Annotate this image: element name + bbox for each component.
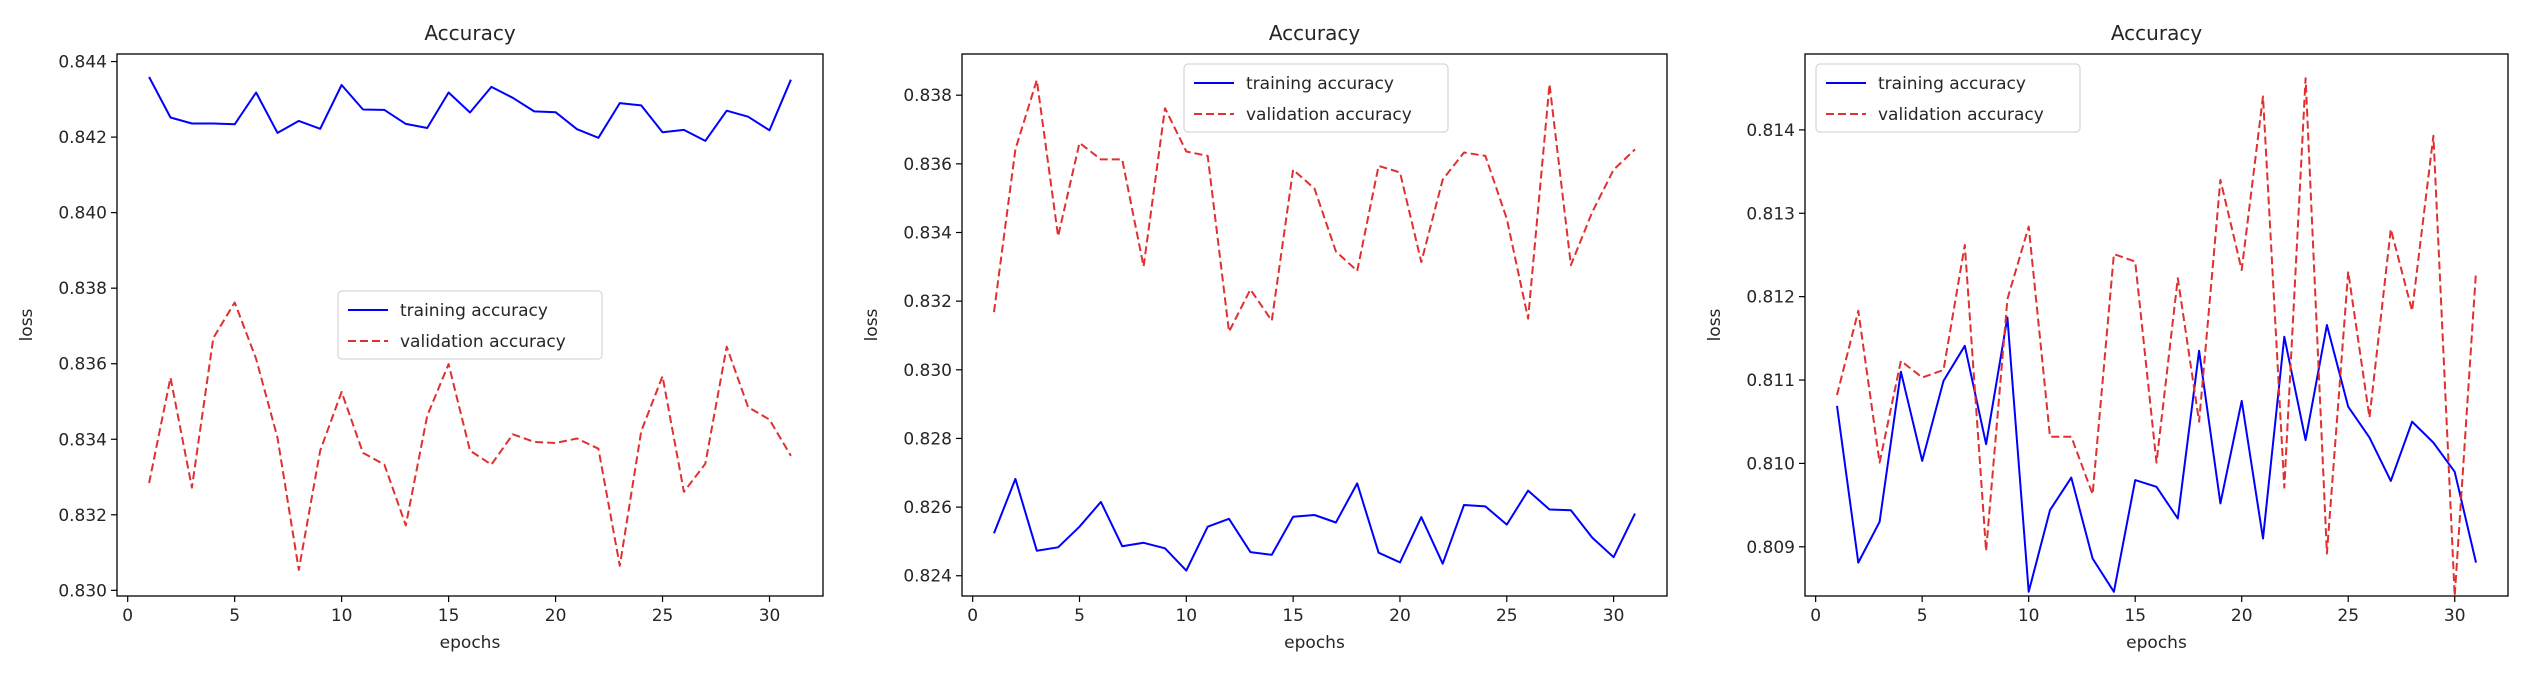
y-tick-label: 0.809 — [1746, 538, 1795, 558]
y-tick-label: 0.844 — [58, 53, 107, 73]
x-tick-label: 10 — [331, 606, 353, 626]
y-axis-label: loss — [1705, 308, 1725, 341]
series-line-training-accuracy — [993, 477, 1636, 572]
y-tick-label: 0.836 — [58, 355, 107, 375]
y-tick-label: 0.832 — [58, 506, 107, 526]
y-tick-label: 0.813 — [1746, 204, 1795, 224]
x-tick-label: 10 — [1175, 606, 1197, 626]
y-tick-label: 0.834 — [58, 430, 107, 450]
legend: training accuracy validation accuracy — [1183, 63, 1449, 133]
x-tick-label: 15 — [2124, 606, 2146, 626]
x-tick-label: 25 — [1496, 606, 1518, 626]
legend-label: training accuracy — [1246, 74, 1394, 94]
legend-label: validation accuracy — [1246, 105, 1412, 125]
axes-frame — [116, 53, 824, 597]
legend-label: training accuracy — [1878, 74, 2026, 94]
y-tick-label: 0.838 — [903, 86, 952, 106]
legend: training accuracy validation accuracy — [1815, 63, 2081, 133]
legend-label: training accuracy — [400, 301, 548, 321]
y-tick-label: 0.842 — [58, 128, 107, 148]
x-tick-label: 5 — [1074, 606, 1085, 626]
x-tick-label: 5 — [1917, 606, 1928, 626]
chart-title: Accuracy — [1269, 21, 1360, 45]
series-line-validation-accuracy — [993, 79, 1636, 333]
x-tick-label: 25 — [652, 606, 674, 626]
y-tick-label: 0.838 — [58, 279, 107, 299]
chart-2: Accuracy 0 5 10 15 20 25 30 0.824 0.826 0.828 0.830… — [862, 21, 1668, 653]
y-tick-label: 0.824 — [903, 567, 952, 587]
x-tick-label: 15 — [1282, 606, 1304, 626]
x-tick-label: 20 — [545, 606, 567, 626]
legend-label: validation accuracy — [1878, 105, 2044, 125]
legend-label: validation accuracy — [400, 332, 566, 352]
x-tick-label: 15 — [438, 606, 460, 626]
x-tick-label: 0 — [967, 606, 978, 626]
y-tick-label: 0.814 — [1746, 121, 1795, 141]
x-tick-label: 20 — [1389, 606, 1411, 626]
x-tick-label: 0 — [1810, 606, 1821, 626]
x-tick-label: 0 — [122, 606, 133, 626]
chart-1: Accuracy 0 5 10 15 20 25 30 0.830 0.832 0.834 0.836… — [17, 21, 824, 653]
y-tick-label: 0.840 — [58, 204, 107, 224]
y-axis-label: loss — [17, 308, 37, 341]
legend-box — [1183, 63, 1449, 133]
y-tick-label: 0.810 — [1746, 454, 1795, 474]
y-axis-label: loss — [862, 308, 882, 341]
y-tick-label: 0.832 — [903, 292, 952, 312]
x-tick-label: 30 — [1603, 606, 1625, 626]
axes-frame — [1804, 53, 2509, 597]
x-axis-label: epochs — [1284, 633, 1345, 653]
y-tick-label: 0.828 — [903, 429, 952, 449]
x-tick-label: 30 — [759, 606, 781, 626]
chart-title: Accuracy — [424, 21, 515, 45]
axes-frame — [961, 53, 1668, 597]
y-tick-label: 0.812 — [1746, 288, 1795, 308]
y-tick-label: 0.834 — [903, 223, 952, 243]
x-tick-label: 10 — [2018, 606, 2040, 626]
y-tick-label: 0.811 — [1746, 371, 1795, 391]
x-tick-label: 5 — [229, 606, 240, 626]
series-line-validation-accuracy — [1836, 77, 2477, 597]
legend-box — [337, 290, 603, 360]
chart-3: Accuracy 0 5 10 15 20 25 30 0.809 0.810 0.811 0.812… — [1705, 21, 2509, 653]
x-tick-label: 20 — [2231, 606, 2253, 626]
y-tick-label: 0.830 — [58, 581, 107, 601]
y-tick-label: 0.830 — [903, 361, 952, 381]
y-tick-label: 0.836 — [903, 155, 952, 175]
chart-title: Accuracy — [2111, 21, 2202, 45]
x-tick-label: 25 — [2337, 606, 2359, 626]
series-line-training-accuracy — [148, 76, 792, 142]
series-line-validation-accuracy — [148, 301, 792, 571]
legend-box — [1815, 63, 2081, 133]
x-axis-label: epochs — [2126, 633, 2187, 653]
x-axis-label: epochs — [440, 633, 501, 653]
x-tick-label: 30 — [2444, 606, 2466, 626]
y-tick-label: 0.826 — [903, 498, 952, 518]
series-line-training-accuracy — [1836, 316, 2477, 593]
legend: training accuracy validation accuracy — [337, 290, 603, 360]
